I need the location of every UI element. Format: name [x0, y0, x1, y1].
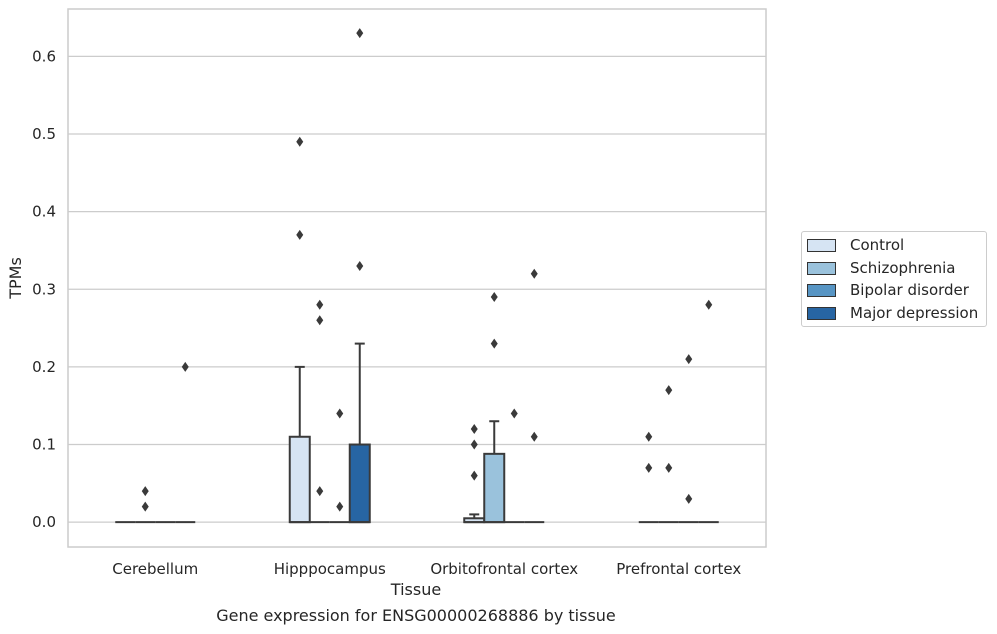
x-tick-label: Hipppocampus: [274, 560, 386, 578]
legend-label-bipolar-disorder: Bipolar disorder: [850, 281, 969, 299]
outlier-point: [470, 470, 478, 481]
outliers: [141, 28, 713, 512]
outlier-point: [470, 439, 478, 450]
outlier-point: [645, 431, 653, 442]
outlier-point: [141, 486, 149, 497]
box: [348, 443, 371, 524]
y-tick-label: 0.0: [32, 513, 56, 531]
outlier-point: [336, 501, 344, 512]
outlier-point: [705, 299, 713, 310]
legend-swatch-control: [807, 238, 836, 252]
y-tick-label: 0.6: [32, 47, 56, 65]
figure-caption: Gene expression for ENSG00000268886 by t…: [216, 606, 616, 625]
outlier-point: [356, 28, 364, 39]
outlier-point: [181, 361, 189, 372]
y-tick-label: 0.4: [32, 203, 56, 221]
outlier-point: [685, 354, 693, 365]
plot-frame: [67, 8, 767, 548]
outlier-point: [296, 136, 304, 147]
box: [288, 435, 311, 524]
legend-item-bipolar-disorder: Bipolar disorder: [807, 280, 969, 300]
y-tick-label: 0.2: [32, 358, 56, 376]
outlier-point: [685, 493, 693, 504]
axes: 0.0 0.1 0.2 0.3 0.4 0.5 0.6 Cerebellum Hipppocam…: [32, 8, 767, 578]
legend-label-major-depression: Major depression: [850, 304, 979, 322]
legend-label-control: Control: [850, 236, 905, 254]
legend: Control Schizophrenia Bipolar disorder M…: [801, 231, 987, 327]
outlier-point: [665, 462, 673, 473]
outlier-point: [336, 408, 344, 419]
outlier-point: [316, 315, 324, 326]
outlier-point: [645, 462, 653, 473]
outlier-point: [141, 501, 149, 512]
outlier-point: [356, 260, 364, 271]
legend-swatch-bipolar-disorder: [807, 283, 836, 297]
y-tick-label: 0.5: [32, 125, 56, 143]
legend-swatch-schizophrenia: [807, 261, 836, 275]
legend-label-schizophrenia: Schizophrenia: [850, 259, 956, 277]
x-axis-label: Tissue: [390, 580, 441, 599]
outlier-point: [510, 408, 518, 419]
outlier-point: [530, 431, 538, 442]
outlier-point: [316, 299, 324, 310]
x-tick-label: Prefrontal cortex: [616, 560, 741, 578]
outlier-point: [316, 486, 324, 497]
x-tick-label: Orbitofrontal cortex: [430, 560, 578, 578]
legend-swatch-major-depression: [807, 306, 836, 320]
y-tick-label: 0.3: [32, 280, 56, 298]
legend-item-major-depression: Major depression: [807, 303, 978, 323]
y-tick-label: 0.1: [32, 436, 56, 454]
box: [483, 452, 506, 524]
legend-item-schizophrenia: Schizophrenia: [807, 258, 955, 278]
outlier-point: [530, 268, 538, 279]
outlier-point: [665, 385, 673, 396]
outlier-point: [490, 292, 498, 303]
outlier-point: [490, 338, 498, 349]
outlier-point: [296, 229, 304, 240]
legend-item-control: Control: [807, 235, 904, 255]
gridlines: [68, 55, 766, 523]
outlier-point: [470, 423, 478, 434]
boxes: [115, 342, 719, 524]
y-axis-label: TPMs: [6, 257, 25, 300]
x-tick-label: Cerebellum: [112, 560, 198, 578]
